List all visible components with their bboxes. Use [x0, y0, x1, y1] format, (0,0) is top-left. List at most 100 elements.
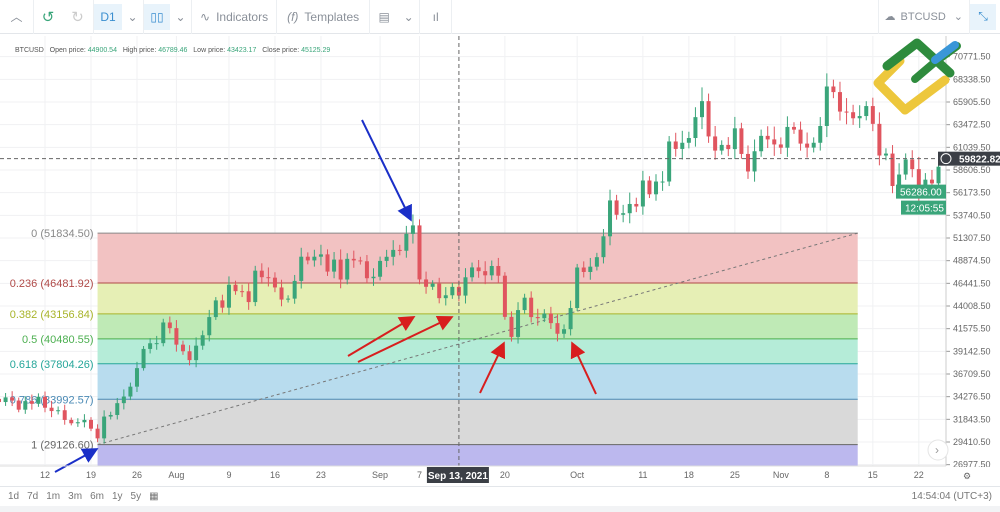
- range-1m[interactable]: 1m: [46, 491, 61, 502]
- candle-body: [121, 396, 126, 404]
- indicators-button[interactable]: ∿ Indicators: [192, 0, 278, 34]
- candle-body: [312, 256, 317, 261]
- candle: [594, 252, 599, 271]
- candle-body: [200, 335, 205, 346]
- price-tick-label: 41575.50: [953, 324, 991, 334]
- candle: [364, 255, 369, 284]
- candle: [516, 302, 521, 344]
- last-price-bg: [896, 184, 946, 199]
- bar-chart-icon[interactable]: ıl: [420, 0, 453, 34]
- candle: [49, 400, 54, 418]
- axis-corner: [947, 467, 1000, 485]
- candle-body: [167, 322, 172, 329]
- crosshair-date-label: Sep 13, 2021: [428, 471, 488, 482]
- candle: [174, 320, 179, 352]
- candle: [207, 309, 212, 342]
- time-tick-label: 23: [316, 470, 326, 480]
- candle-body: [791, 126, 796, 130]
- collapse-chevron-up-icon[interactable]: ︿: [0, 0, 34, 34]
- templates-button[interactable]: (f) Templates: [277, 0, 371, 34]
- candle-body: [824, 86, 829, 126]
- price-tick-label: 39142.50: [953, 346, 991, 356]
- redo-icon[interactable]: ↻: [62, 0, 94, 34]
- symbol-selector[interactable]: ☁ BTCUSD ⌄: [877, 0, 970, 34]
- fibonacci-retracement[interactable]: 0 (51834.50) 0.236 (46481.92) 0.382 (43156…: [10, 228, 858, 466]
- candle: [3, 393, 8, 406]
- candle-body: [115, 403, 120, 415]
- fullscreen-icon[interactable]: ⤡: [970, 3, 996, 30]
- candle-body: [555, 323, 560, 334]
- range-1d[interactable]: 1d: [8, 491, 20, 502]
- time-tick-label: 8: [824, 470, 829, 480]
- candle-body: [246, 291, 251, 303]
- toolbar: ︿ ↺ ↻ D1 ⌄ ▯▯ ⌄ ∿ Indicators (f) Templates…: [0, 0, 1000, 34]
- candle-body: [805, 143, 810, 148]
- candle-body: [575, 267, 580, 309]
- logo-yellow-stroke: [873, 56, 910, 115]
- candle-body: [220, 300, 225, 308]
- timeframe-chevron-down-icon[interactable]: ⌄: [122, 0, 144, 34]
- candle: [903, 153, 908, 180]
- fib-level-label: 0 (51834.50): [31, 228, 93, 240]
- range-3m[interactable]: 3m: [68, 491, 83, 502]
- range-7d[interactable]: 7d: [27, 491, 39, 502]
- candle-body: [397, 249, 402, 251]
- candle: [522, 293, 527, 314]
- candle-body: [286, 298, 291, 300]
- candle-body: [680, 142, 685, 149]
- candle: [121, 389, 126, 410]
- candle: [233, 280, 238, 295]
- candle: [391, 240, 396, 266]
- date-range-calendar-icon[interactable]: ▦: [149, 491, 159, 502]
- candle-body: [378, 260, 383, 277]
- candle: [791, 122, 796, 134]
- range-5y[interactable]: 5y: [130, 491, 142, 502]
- price-chart[interactable]: 0 (51834.50) 0.236 (46481.92) 0.382 (43156…: [0, 35, 1000, 485]
- price-tick-label: 44008.50: [953, 301, 991, 311]
- candle: [292, 274, 297, 304]
- candle: [831, 79, 836, 99]
- candle-body: [194, 345, 199, 361]
- price-tick-label: 48874.50: [953, 256, 991, 266]
- candle-body: [134, 368, 139, 387]
- candle: [463, 268, 468, 304]
- candle-body: [706, 101, 711, 137]
- candle: [384, 249, 389, 268]
- candle-body: [929, 179, 934, 184]
- candle: [837, 81, 842, 121]
- candle-body: [36, 396, 41, 404]
- chart-type-chevron-down-icon[interactable]: ⌄: [170, 0, 192, 34]
- candle: [424, 271, 429, 294]
- symbol-label: BTCUSD: [900, 10, 946, 23]
- candlestick-type-icon[interactable]: ▯▯: [144, 3, 170, 30]
- price-tick-label: 29410.50: [953, 437, 991, 447]
- time-tick-label: 7: [417, 470, 422, 480]
- calendar-chevron-down-icon[interactable]: ⌄: [398, 0, 421, 34]
- undo-icon[interactable]: ↺: [41, 8, 55, 26]
- candle-body: [785, 126, 790, 148]
- time-tick-label: 12: [40, 470, 50, 480]
- timeframe-button[interactable]: D1: [94, 3, 122, 30]
- candle-body: [594, 257, 599, 267]
- candle: [621, 204, 626, 223]
- candle-body: [463, 277, 468, 296]
- candle: [726, 137, 731, 157]
- candle: [134, 361, 139, 392]
- candle-body: [562, 329, 567, 334]
- candle: [693, 107, 698, 147]
- candle: [115, 397, 120, 420]
- candle: [16, 397, 21, 413]
- range-1y[interactable]: 1y: [111, 491, 123, 502]
- logo-blue-stroke: [931, 41, 959, 64]
- range-6m[interactable]: 6m: [90, 491, 104, 502]
- candle: [56, 406, 61, 415]
- candle: [752, 139, 757, 182]
- fib-zone: [97, 444, 858, 466]
- candle-body: [772, 139, 777, 145]
- fib-level-label: 0.382 (43156.84): [10, 309, 94, 321]
- candle-body: [936, 166, 941, 184]
- candle: [588, 257, 593, 280]
- candle: [75, 418, 80, 427]
- calendar-icon[interactable]: ▤: [378, 9, 390, 24]
- high-value: 46789.46: [158, 47, 188, 54]
